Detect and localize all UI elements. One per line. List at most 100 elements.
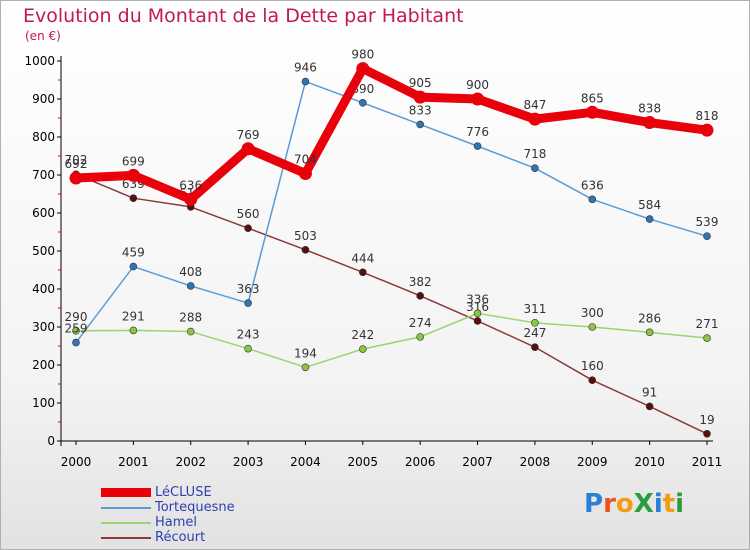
data-point (413, 90, 427, 104)
data-point (643, 116, 657, 130)
data-point (531, 343, 539, 351)
data-label: 316 (466, 300, 489, 314)
data-point (359, 345, 367, 353)
data-point (244, 224, 252, 232)
legend-item: Hamel (101, 515, 235, 530)
chart-title: Evolution du Montant de la Dette par Hab… (23, 5, 464, 27)
data-label: 259 (65, 322, 88, 336)
data-label: 300 (581, 306, 604, 320)
data-label: 838 (638, 102, 661, 116)
series-line-hamel (75, 312, 708, 369)
data-label: 291 (122, 309, 145, 323)
data-label: 539 (696, 215, 719, 229)
x-tick-label: 2010 (634, 455, 665, 469)
data-point (244, 344, 252, 353)
data-label: 286 (638, 311, 661, 325)
data-label: 363 (237, 282, 260, 296)
data-label: 636 (581, 178, 604, 192)
y-tick-label: 0 (47, 434, 55, 448)
series-line-tortequesne (75, 80, 708, 344)
y-tick-label: 600 (32, 206, 55, 220)
data-point (471, 92, 485, 106)
data-point (301, 246, 310, 254)
legend-item: Tortequesne (101, 500, 235, 515)
data-point (416, 333, 424, 341)
chart-unit: (en €) (25, 29, 61, 43)
y-tick-label: 800 (32, 130, 55, 144)
data-point (126, 168, 140, 182)
data-label: 865 (581, 91, 604, 105)
data-label: 19 (699, 413, 714, 427)
data-point (700, 123, 714, 137)
legend-swatch (101, 488, 151, 497)
data-label: 91 (642, 385, 657, 399)
data-label: 946 (294, 61, 317, 75)
data-point (703, 429, 711, 438)
y-tick-label: 500 (32, 244, 55, 258)
data-point (186, 282, 195, 290)
data-label: 833 (409, 103, 432, 117)
data-label: 408 (179, 265, 202, 279)
logo-letter: t (662, 489, 676, 519)
data-label: 776 (466, 125, 489, 139)
data-label: 274 (409, 316, 432, 330)
data-point (473, 142, 482, 150)
data-point (186, 327, 195, 336)
legend-swatch (101, 536, 151, 539)
y-tick-label: 900 (32, 92, 55, 106)
data-point (184, 192, 198, 206)
proxiti-logo: ProXiti (584, 489, 684, 519)
x-tick-label: 2007 (462, 455, 493, 469)
logo-letter: i (653, 489, 663, 519)
data-point (588, 323, 597, 331)
legend: LéCLUSE Tortequesne Hamel Récourt (101, 485, 235, 545)
data-label: 311 (523, 302, 546, 316)
data-point (359, 99, 367, 107)
legend-label: Hamel (155, 515, 198, 530)
x-tick-label: 2005 (348, 455, 379, 469)
data-label: 702 (65, 153, 88, 167)
data-point (585, 105, 599, 119)
data-label: 336 (466, 292, 489, 306)
data-label: 769 (237, 128, 260, 142)
logo-letter: r (603, 489, 616, 519)
y-tick-label: 100 (32, 396, 55, 410)
logo-letter: i (675, 489, 685, 519)
data-point (703, 232, 711, 240)
data-point (416, 292, 424, 300)
data-label: 247 (523, 326, 546, 340)
x-tick-label: 2004 (290, 455, 321, 469)
y-tick-label: 700 (32, 168, 55, 182)
data-point (241, 142, 255, 156)
data-label: 382 (409, 275, 432, 289)
data-point (703, 334, 711, 342)
data-label: 905 (409, 76, 432, 90)
data-point (244, 299, 252, 307)
data-label: 692 (65, 157, 88, 171)
data-label: 271 (696, 317, 719, 331)
data-label: 160 (581, 359, 604, 373)
data-point (301, 77, 310, 86)
data-label: 818 (696, 109, 719, 123)
logo-letter: X (633, 489, 654, 519)
data-label: 243 (237, 328, 260, 342)
data-label: 503 (294, 229, 317, 243)
y-tick-label: 1000 (24, 54, 55, 68)
data-label: 636 (179, 178, 202, 192)
data-point (298, 166, 312, 180)
data-point (588, 195, 597, 204)
data-label: 980 (351, 48, 374, 62)
data-label: 900 (466, 78, 489, 92)
y-tick-label: 300 (32, 320, 55, 334)
data-label: 699 (122, 154, 145, 168)
data-label: 194 (294, 346, 317, 360)
data-point (645, 328, 654, 337)
data-point (588, 376, 597, 385)
x-tick-label: 2000 (61, 455, 92, 469)
data-label: 704 (294, 152, 317, 166)
legend-swatch (101, 521, 151, 524)
data-point (416, 120, 424, 129)
data-label: 718 (523, 147, 546, 161)
legend-swatch (101, 506, 151, 509)
